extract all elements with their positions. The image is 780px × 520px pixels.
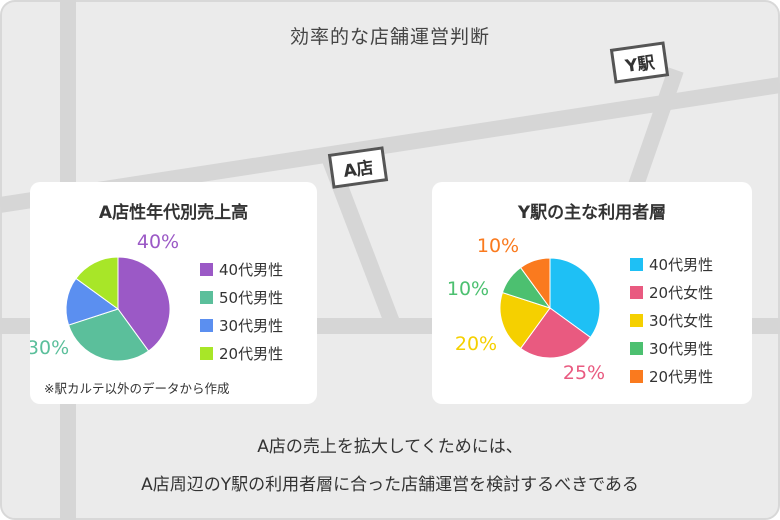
pie-slice — [65, 277, 120, 326]
pie-slice — [499, 291, 551, 350]
station-users-title: Y駅の主な利用者層 — [517, 203, 667, 223]
pie-slice — [67, 308, 150, 362]
pie-data-label: 10% — [477, 235, 519, 257]
pie-slice — [75, 256, 119, 310]
station-users-card: Y駅の主な利用者層 25% 20% 10% 10% 40代男性 20代女性 30代女性 30… — [432, 182, 752, 404]
legend-label: 30代男性 — [649, 339, 714, 358]
conclusion-line-1: A店の売上を拡大してくためには、 — [257, 437, 523, 457]
legend-item: 30代男性 — [630, 334, 713, 362]
pie-data-label: 20% — [455, 333, 497, 355]
legend-label: 50代男性 — [219, 288, 284, 307]
legend-label: 40代男性 — [219, 260, 284, 279]
legend-item: 40代男性 — [200, 255, 283, 283]
legend-label: 30代女性 — [649, 311, 714, 330]
pie-data-label: 10% — [447, 278, 489, 300]
legend-label: 20代男性 — [219, 344, 284, 363]
page-title: 効率的な店舗運営判断 — [289, 26, 490, 48]
legend-item: 20代女性 — [630, 278, 713, 306]
legend-label: 20代男性 — [649, 367, 714, 386]
store-sales-card: A店性年代別売上高 40% 30% 40代男性 50代男性 30代男性 20代男性 ※駅… — [30, 182, 317, 404]
pie-data-label: 40% — [137, 231, 179, 253]
legend-item: 40代男性 — [630, 250, 713, 278]
legend-swatch — [200, 290, 213, 304]
legend-label: 30代男性 — [219, 316, 284, 335]
legend-label: 20代女性 — [649, 283, 714, 302]
legend-swatch — [630, 313, 643, 327]
legend-swatch — [200, 262, 213, 276]
pie-data-label: 25% — [563, 362, 605, 384]
pie-slice — [549, 257, 601, 339]
station-users-pie-chart: 25% 20% 10% 10% — [447, 235, 605, 384]
conclusion-line-2: A店周辺のY駅の利用者層に合った店舗運営を検討するべきである — [141, 475, 639, 495]
store-sales-pie-chart: 40% 30% — [30, 231, 179, 362]
legend-swatch — [630, 341, 643, 355]
pie-slice — [519, 307, 592, 359]
pie-data-label: 30% — [30, 337, 69, 359]
legend-item: 20代男性 — [200, 339, 283, 367]
legend-swatch — [630, 285, 643, 299]
legend-swatch — [200, 318, 213, 332]
legend-item: 50代男性 — [200, 283, 283, 311]
legend-swatch — [200, 346, 213, 360]
pie-slice — [519, 257, 551, 310]
legend-item: 30代女性 — [630, 306, 713, 334]
store-sales-legend: 40代男性 50代男性 30代男性 20代男性 — [200, 255, 283, 367]
store-sales-title: A店性年代別売上高 — [98, 203, 249, 223]
legend-item: 30代男性 — [200, 311, 283, 339]
station-users-legend: 40代男性 20代女性 30代女性 30代男性 20代男性 — [630, 250, 713, 390]
data-source-note: ※駅カルテ以外のデータから作成 — [44, 381, 230, 396]
pie-slice — [117, 256, 171, 352]
legend-swatch — [630, 369, 643, 383]
legend-label: 40代男性 — [649, 255, 714, 274]
legend-item: 20代男性 — [630, 362, 713, 390]
legend-swatch — [630, 257, 643, 271]
